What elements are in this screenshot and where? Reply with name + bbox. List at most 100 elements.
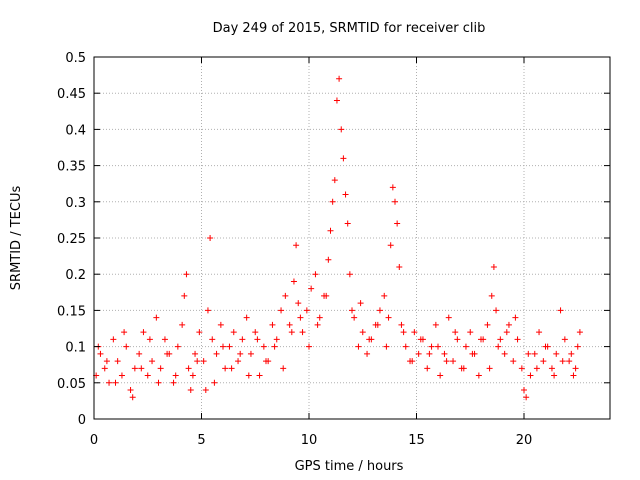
data-point — [278, 307, 285, 314]
data-point — [548, 365, 555, 372]
data-point — [570, 372, 577, 379]
data-point — [217, 321, 224, 328]
data-point — [252, 329, 259, 336]
data-point — [409, 358, 416, 365]
data-point — [484, 321, 491, 328]
data-point — [185, 365, 192, 372]
data-point — [568, 350, 575, 357]
data-point — [525, 350, 532, 357]
data-point — [505, 321, 512, 328]
data-point — [222, 365, 229, 372]
data-point — [359, 329, 366, 336]
data-point — [207, 235, 214, 241]
y-tick-label: 0.25 — [57, 232, 86, 247]
y-tick-label: 0.35 — [57, 160, 86, 175]
data-point — [256, 372, 263, 379]
data-point — [297, 314, 304, 321]
data-point — [183, 271, 190, 278]
data-point — [576, 329, 583, 336]
data-point — [452, 329, 459, 336]
data-point — [121, 329, 128, 336]
data-point — [118, 372, 125, 379]
data-point — [488, 292, 495, 299]
data-point — [131, 365, 138, 372]
data-point — [226, 343, 233, 350]
data-point — [331, 177, 338, 184]
data-point — [475, 372, 482, 379]
data-point — [336, 75, 343, 82]
data-point — [329, 198, 336, 205]
data-point — [200, 358, 207, 365]
data-point — [340, 155, 347, 162]
data-point — [161, 336, 168, 343]
data-point — [467, 329, 474, 336]
data-point — [333, 97, 340, 104]
data-point — [103, 358, 110, 365]
data-point — [338, 126, 345, 133]
data-point — [314, 321, 321, 328]
data-point — [273, 336, 280, 343]
data-point — [282, 292, 289, 299]
data-point — [344, 220, 351, 227]
y-tick-label: 0.4 — [65, 123, 86, 138]
data-point — [228, 365, 235, 372]
data-point — [209, 336, 216, 343]
data-point — [288, 329, 295, 336]
data-point — [263, 358, 269, 365]
data-point — [306, 343, 312, 350]
data-point — [462, 343, 469, 350]
data-point — [323, 292, 330, 299]
data-point — [239, 336, 246, 343]
data-point — [181, 292, 188, 299]
data-point — [478, 336, 484, 343]
data-point — [325, 256, 332, 263]
data-point — [400, 329, 407, 336]
data-point — [398, 321, 405, 328]
x-tick-label: 15 — [408, 433, 425, 448]
data-point — [501, 350, 508, 357]
data-point — [312, 271, 319, 278]
data-point — [213, 350, 220, 357]
data-point — [136, 350, 143, 357]
data-point — [129, 394, 136, 401]
data-point — [316, 314, 323, 321]
data-point — [450, 358, 457, 365]
data-point — [245, 372, 252, 379]
data-point — [385, 314, 392, 321]
data-point — [138, 365, 145, 372]
data-point — [293, 242, 300, 249]
data-point — [286, 321, 293, 328]
x-tick-label: 10 — [301, 433, 318, 448]
data-point — [443, 358, 450, 365]
data-point — [503, 329, 510, 336]
data-point — [432, 321, 439, 328]
data-point — [157, 365, 164, 372]
data-point — [106, 379, 113, 386]
data-point — [557, 307, 564, 314]
data-point — [445, 314, 452, 321]
data-point — [572, 365, 579, 372]
data-point — [220, 343, 226, 350]
data-point — [202, 387, 209, 394]
data-point — [490, 263, 497, 270]
y-tick-label: 0.3 — [65, 196, 86, 211]
data-point — [536, 329, 543, 336]
data-point — [523, 394, 530, 401]
data-point — [280, 365, 287, 372]
data-point — [243, 314, 250, 321]
data-point — [518, 365, 525, 372]
data-point — [194, 358, 201, 365]
axis-ticks — [93, 56, 610, 420]
y-tick-label: 0.2 — [65, 268, 86, 283]
data-point — [127, 387, 134, 394]
data-point — [269, 321, 276, 328]
data-point — [290, 278, 297, 285]
data-point — [426, 350, 433, 357]
chart-title: Day 249 of 2015, SRMTID for receiver cli… — [213, 21, 486, 36]
data-point — [170, 379, 177, 386]
y-tick-label: 0.15 — [57, 304, 86, 319]
data-point — [110, 336, 117, 343]
data-point — [112, 379, 119, 386]
data-point — [196, 329, 203, 336]
